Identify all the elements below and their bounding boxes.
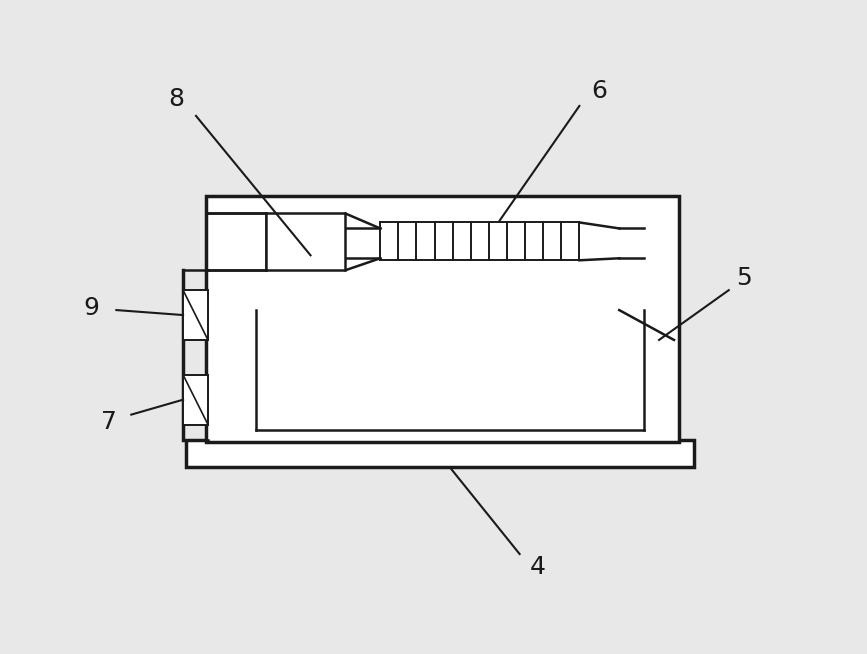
Bar [265, 213, 345, 270]
Text: 5: 5 [736, 266, 752, 290]
Bar [183, 375, 208, 424]
Text: 9: 9 [83, 296, 100, 320]
Text: 7: 7 [101, 409, 117, 434]
Bar [206, 196, 679, 441]
Text: 8: 8 [168, 87, 184, 111]
Text: 4: 4 [530, 555, 545, 579]
Bar [186, 439, 694, 468]
Bar [183, 290, 208, 340]
Text: 6: 6 [591, 79, 607, 103]
